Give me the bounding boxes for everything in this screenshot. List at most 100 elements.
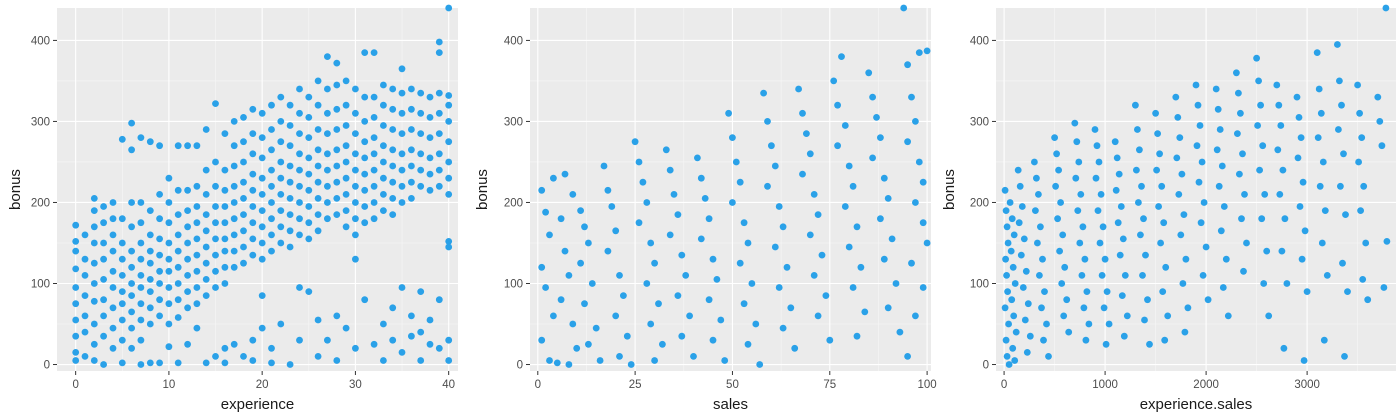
data-point (1146, 340, 1153, 348)
data-point (417, 130, 425, 138)
data-point (1214, 105, 1222, 113)
data-point (1217, 227, 1225, 235)
data-point (128, 119, 136, 127)
data-point (408, 126, 415, 133)
data-point (1059, 231, 1067, 239)
data-point (240, 114, 247, 121)
points-experience (72, 4, 453, 368)
data-point (249, 170, 257, 178)
data-point (1001, 186, 1009, 194)
data-point (845, 162, 853, 170)
data-point (1374, 93, 1382, 101)
data-point (90, 340, 98, 348)
data-point (1235, 89, 1242, 97)
data-point (268, 101, 275, 109)
data-point (853, 223, 861, 231)
data-point (787, 304, 795, 312)
data-point (352, 182, 359, 190)
data-point (398, 130, 406, 138)
data-point (370, 93, 378, 101)
data-point (212, 203, 219, 210)
data-point (314, 101, 322, 109)
data-point (1255, 77, 1262, 85)
data-point (1253, 54, 1260, 62)
data-point (841, 122, 849, 129)
data-point (156, 251, 164, 259)
plot-panel-experience-sales (996, 8, 1396, 371)
data-point (212, 100, 219, 107)
data-point (258, 134, 266, 142)
data-point (1198, 158, 1206, 166)
data-point (1162, 263, 1170, 271)
data-point (305, 170, 313, 178)
data-point (90, 357, 98, 364)
data-point (146, 207, 154, 215)
data-point (588, 280, 596, 287)
data-point (361, 219, 369, 227)
data-point (221, 235, 229, 243)
data-point (1080, 304, 1088, 312)
data-point (725, 109, 732, 117)
data-point (380, 101, 387, 109)
data-point (296, 109, 303, 117)
data-point (1005, 320, 1012, 328)
data-point (1002, 207, 1010, 215)
data-point (333, 195, 341, 202)
data-point (165, 255, 173, 263)
data-point (1294, 154, 1302, 162)
data-point (426, 134, 434, 142)
y-tick-label: 0 (44, 360, 50, 372)
data-point (445, 191, 453, 198)
data-point (137, 300, 145, 308)
data-point (546, 357, 553, 364)
data-point (736, 178, 744, 186)
data-point (810, 191, 818, 198)
data-point (435, 296, 443, 304)
data-point (1192, 81, 1200, 89)
data-point (1238, 215, 1245, 223)
data-point (240, 195, 247, 202)
data-point (258, 239, 266, 247)
data-point (156, 215, 164, 223)
data-point (352, 130, 359, 138)
data-point (1356, 109, 1363, 117)
data-point (81, 231, 89, 239)
data-point (389, 85, 397, 93)
data-point (370, 166, 378, 174)
data-point (240, 178, 247, 186)
data-point (277, 93, 285, 101)
data-point (156, 312, 164, 320)
data-point (342, 324, 350, 332)
data-point (877, 215, 884, 223)
data-point (873, 114, 880, 121)
data-point (249, 336, 257, 344)
data-point (1139, 272, 1146, 279)
data-point (286, 195, 294, 202)
data-point (904, 61, 911, 69)
data-point (834, 101, 841, 109)
data-point (1006, 199, 1014, 206)
data-point (258, 207, 266, 215)
data-point (81, 292, 89, 299)
data-point (1193, 142, 1201, 150)
data-point (398, 284, 406, 291)
data-point (221, 280, 229, 287)
data-point (435, 166, 443, 174)
data-point (361, 49, 369, 56)
data-point (389, 304, 397, 312)
data-point (919, 284, 927, 291)
data-point (249, 219, 257, 227)
data-point (305, 154, 313, 162)
data-point (193, 203, 201, 210)
data-point (258, 255, 266, 263)
data-point (380, 122, 387, 129)
data-point (81, 272, 89, 279)
data-point (1164, 312, 1172, 320)
data-point (1212, 85, 1220, 93)
data-point (72, 221, 80, 229)
data-point (908, 259, 915, 267)
data-point (305, 93, 313, 101)
data-point (286, 361, 294, 368)
data-point (1339, 259, 1346, 267)
data-point (697, 174, 705, 182)
